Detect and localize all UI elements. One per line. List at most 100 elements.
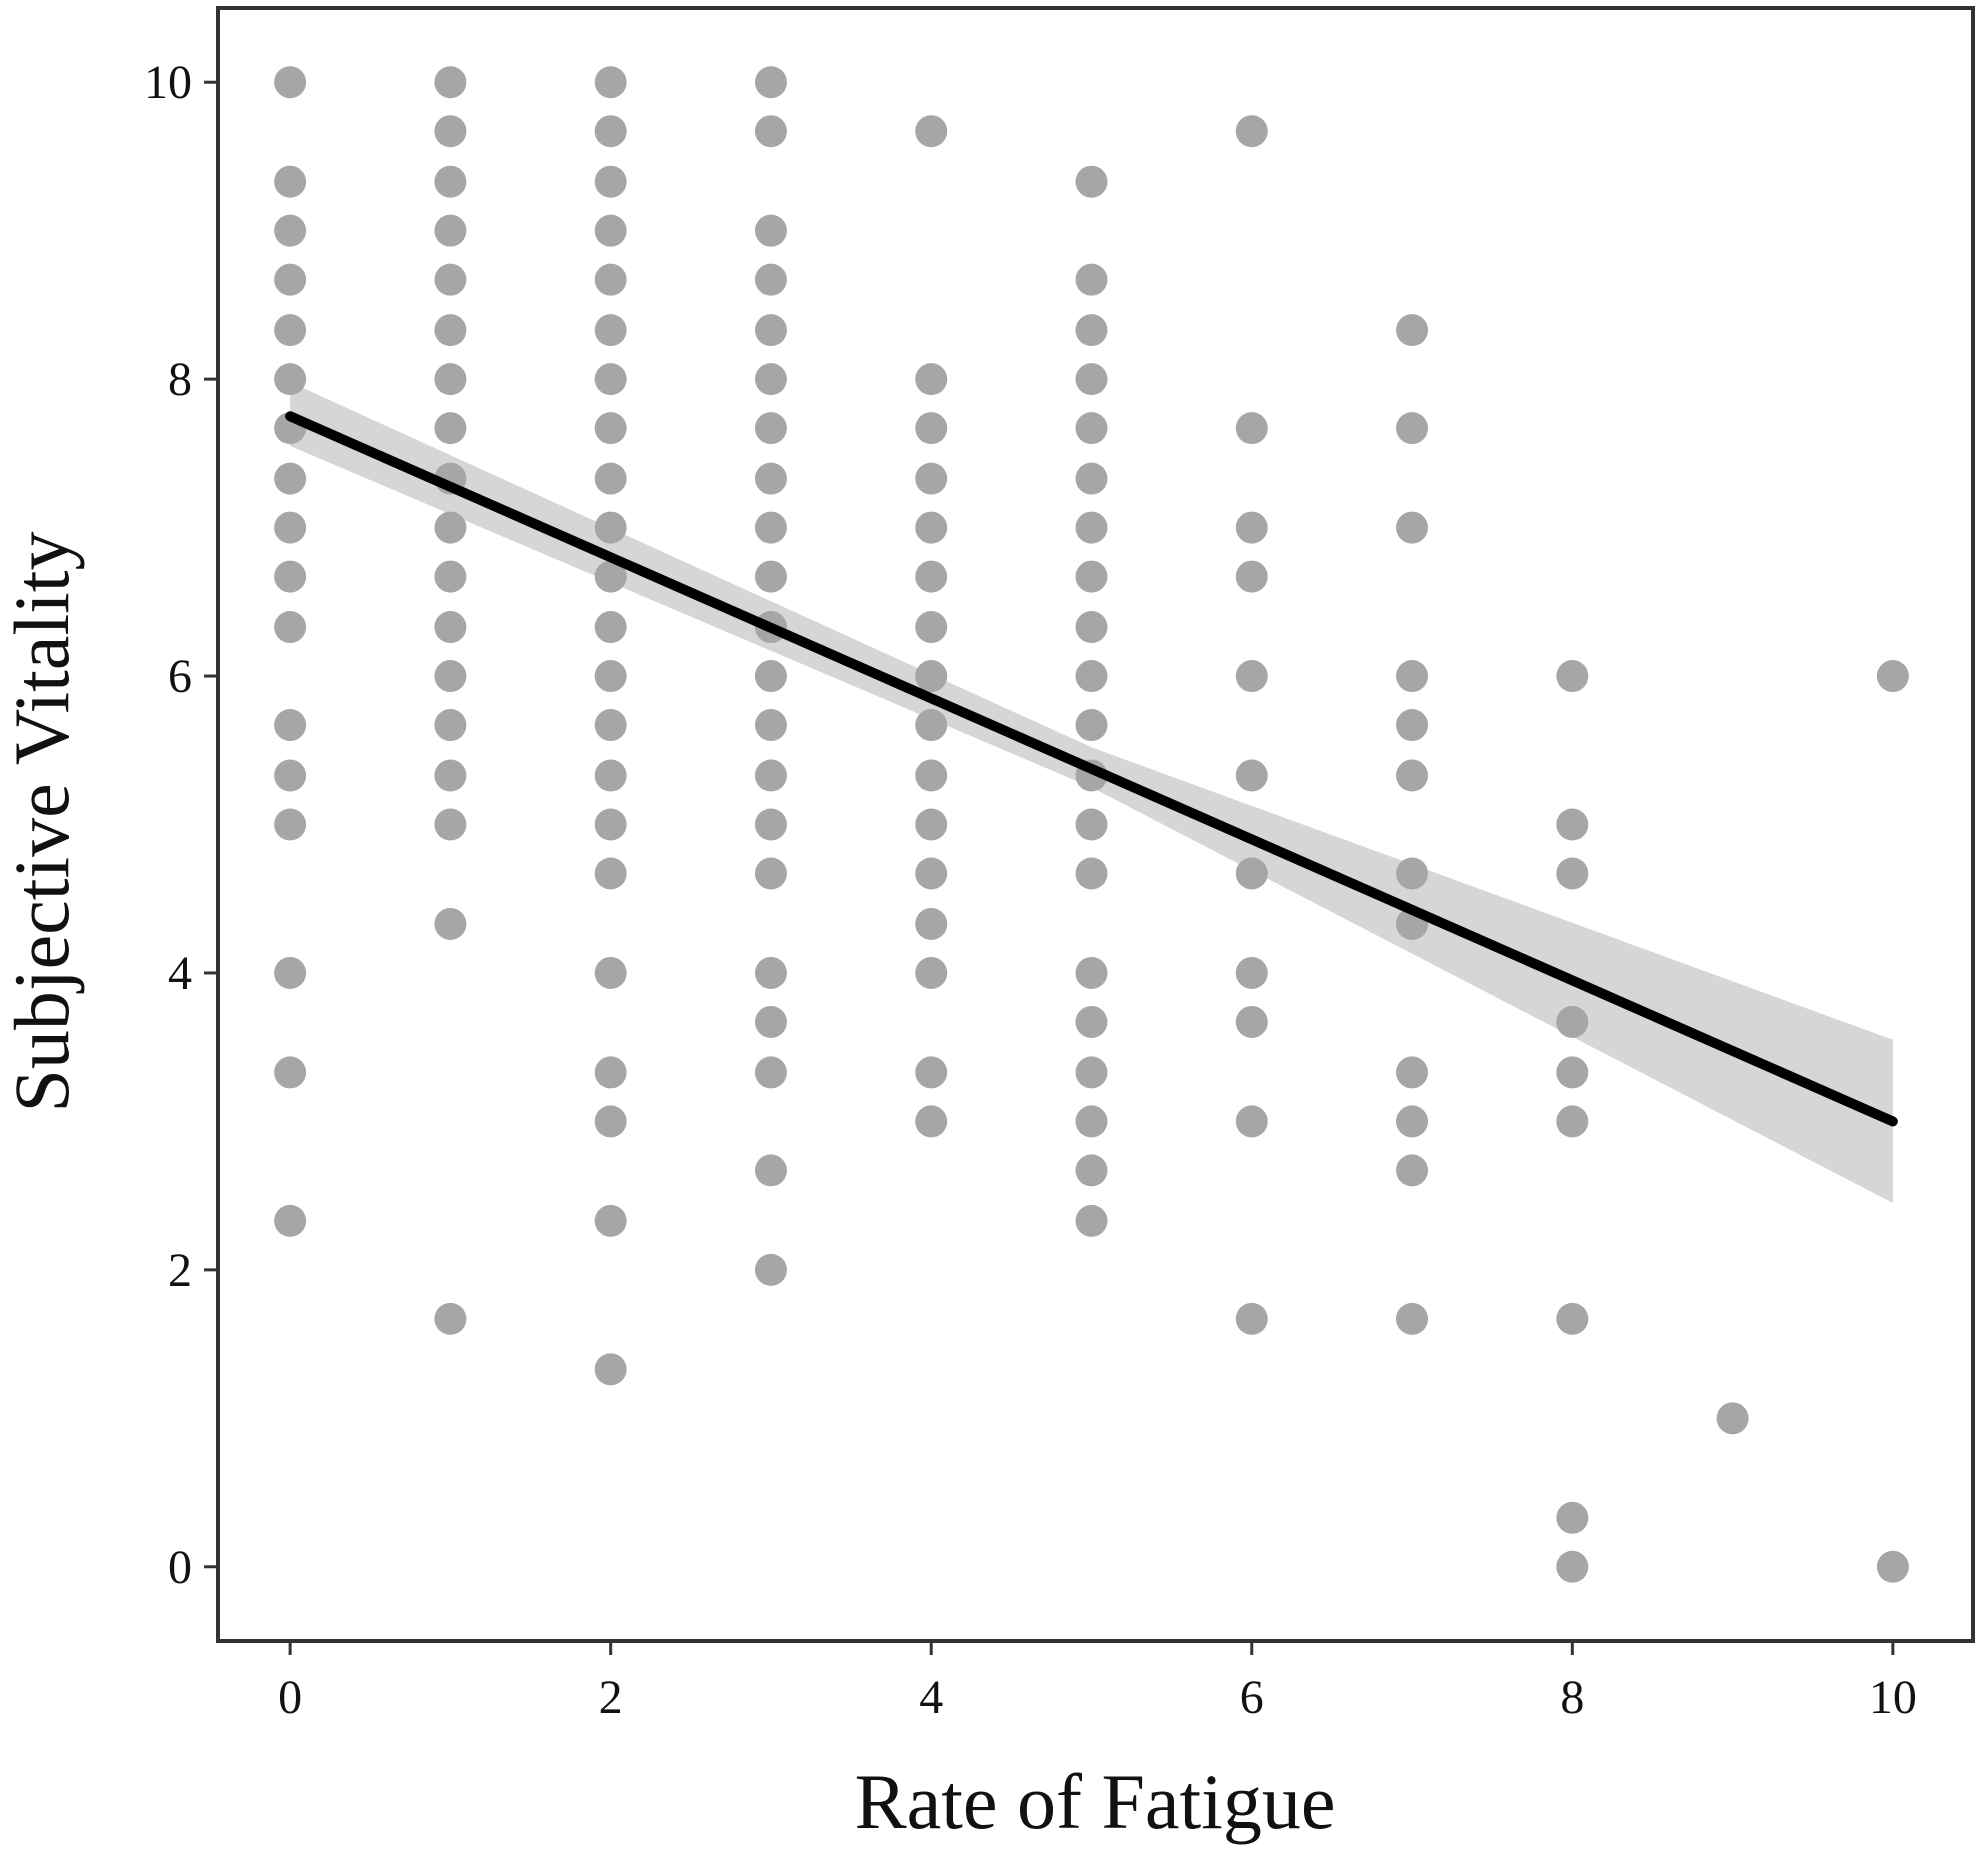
data-point — [594, 808, 627, 841]
data-point — [915, 857, 948, 890]
data-point — [274, 462, 307, 495]
data-point — [434, 660, 467, 693]
data-point — [1876, 660, 1909, 693]
data-point — [594, 1105, 627, 1138]
data-point — [1235, 1302, 1268, 1335]
data-point — [754, 808, 787, 841]
data-point — [1075, 165, 1108, 198]
data-point — [1235, 956, 1268, 989]
data-point — [915, 115, 948, 148]
data-point — [594, 857, 627, 890]
data-point — [434, 66, 467, 99]
data-point — [274, 66, 307, 99]
data-point — [594, 1204, 627, 1237]
x-tick-label: 8 — [1560, 1671, 1584, 1724]
data-point — [274, 709, 307, 742]
data-point — [434, 808, 467, 841]
data-point — [1075, 462, 1108, 495]
data-point — [915, 808, 948, 841]
x-tick-label: 10 — [1869, 1671, 1917, 1724]
x-tick-label: 6 — [1240, 1671, 1264, 1724]
data-point — [915, 907, 948, 940]
data-point — [274, 165, 307, 198]
data-point — [1075, 1154, 1108, 1187]
data-point — [1075, 1056, 1108, 1089]
data-point — [594, 462, 627, 495]
data-point — [754, 1253, 787, 1286]
data-point — [434, 165, 467, 198]
data-point — [1235, 660, 1268, 693]
data-point — [274, 263, 307, 296]
data-point — [1075, 808, 1108, 841]
data-point — [594, 1056, 627, 1089]
data-point — [1396, 1105, 1429, 1138]
data-point — [274, 808, 307, 841]
data-points-layer — [274, 66, 1909, 1583]
data-point — [1556, 1105, 1589, 1138]
data-point — [1075, 263, 1108, 296]
data-point — [1396, 1154, 1429, 1187]
data-point — [1235, 759, 1268, 792]
data-point — [915, 611, 948, 644]
data-point — [434, 412, 467, 445]
data-point — [915, 709, 948, 742]
data-point — [434, 363, 467, 396]
y-tick-label: 10 — [144, 56, 192, 109]
x-axis: 0 2 4 6 8 10 — [278, 1641, 1917, 1724]
data-point — [1556, 857, 1589, 890]
data-point — [274, 511, 307, 544]
data-point — [434, 263, 467, 296]
data-point — [1075, 314, 1108, 347]
data-point — [434, 560, 467, 593]
data-point — [594, 511, 627, 544]
data-point — [1235, 1105, 1268, 1138]
data-point — [434, 759, 467, 792]
data-point — [594, 709, 627, 742]
data-point — [1075, 511, 1108, 544]
data-point — [1556, 1302, 1589, 1335]
data-point — [754, 1005, 787, 1038]
data-point — [1235, 511, 1268, 544]
data-point — [1396, 1056, 1429, 1089]
x-tick-label: 0 — [278, 1671, 302, 1724]
data-point — [1556, 1056, 1589, 1089]
fit-line-layer — [285, 411, 1898, 1127]
data-point — [594, 956, 627, 989]
y-tick-label: 6 — [168, 650, 192, 703]
data-point — [1075, 1204, 1108, 1237]
data-point — [915, 412, 948, 445]
data-point — [1556, 1005, 1589, 1038]
data-point — [754, 759, 787, 792]
data-point — [1556, 1550, 1589, 1583]
data-point — [594, 412, 627, 445]
data-point — [1396, 857, 1429, 890]
data-point — [754, 263, 787, 296]
data-point — [754, 66, 787, 99]
data-point — [594, 1353, 627, 1386]
data-point — [754, 314, 787, 347]
data-point — [754, 412, 787, 445]
data-point — [915, 660, 948, 693]
data-point — [274, 363, 307, 396]
data-point — [434, 511, 467, 544]
data-point — [1396, 1302, 1429, 1335]
data-point — [1075, 611, 1108, 644]
data-point — [434, 314, 467, 347]
data-point — [1396, 759, 1429, 792]
data-point — [754, 956, 787, 989]
data-point — [1075, 857, 1108, 890]
data-point — [915, 363, 948, 396]
data-point — [1075, 660, 1108, 693]
data-point — [1235, 857, 1268, 890]
data-point — [594, 611, 627, 644]
data-point — [1075, 560, 1108, 593]
data-point — [274, 314, 307, 347]
y-axis-title: Subjective Vitality — [0, 532, 85, 1113]
data-point — [594, 214, 627, 247]
x-tick-label: 2 — [599, 1671, 623, 1724]
data-point — [274, 759, 307, 792]
x-tick-label: 4 — [919, 1671, 943, 1724]
data-point — [1075, 363, 1108, 396]
data-point — [274, 611, 307, 644]
